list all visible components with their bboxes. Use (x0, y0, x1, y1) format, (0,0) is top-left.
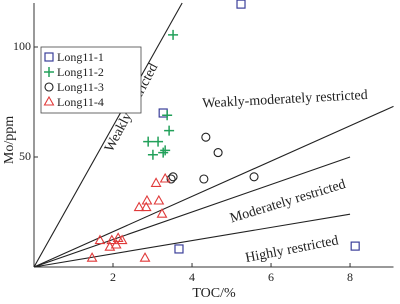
point (133, 201, 145, 212)
point (86, 252, 98, 262)
boundary-line (33, 105, 394, 268)
point (159, 172, 171, 183)
point (350, 241, 360, 251)
point (153, 136, 164, 147)
point (141, 194, 153, 205)
legend-label: Long11-4 (57, 95, 104, 109)
y-tick-label: 50 (19, 149, 31, 163)
point (143, 136, 154, 147)
point (164, 125, 175, 136)
x-tick-label: 2 (110, 270, 116, 284)
legend-marker (43, 95, 55, 106)
legend-marker (44, 52, 54, 62)
point (168, 172, 178, 182)
point (110, 238, 122, 249)
legend-marker (44, 82, 54, 92)
y-tick-label: 100 (13, 39, 31, 53)
x-tick-label: 6 (268, 270, 274, 284)
region-label: Weakly-moderately restricted (202, 88, 368, 112)
point (213, 148, 223, 158)
x-tick-label: 4 (189, 270, 195, 284)
point (160, 145, 171, 156)
point (166, 174, 176, 184)
legend-label: Long11-2 (57, 65, 104, 79)
point (162, 110, 173, 121)
point (174, 244, 184, 254)
legend-box (40, 46, 142, 114)
boundary-line (33, 213, 351, 268)
point (199, 174, 209, 184)
point (153, 194, 165, 205)
y-axis-label: Mo/ppm (2, 116, 17, 164)
point (104, 241, 116, 251)
point (168, 29, 179, 40)
point (158, 147, 169, 158)
point (150, 177, 162, 187)
point (156, 208, 168, 218)
region-label: Highly restricted (244, 233, 340, 266)
point (112, 232, 124, 242)
x-tick-label: 8 (347, 270, 353, 284)
boundary-line (33, 2, 183, 268)
point (201, 132, 211, 142)
point (249, 172, 259, 182)
point (94, 234, 106, 245)
x-axis-label: TOC/% (192, 286, 236, 301)
point (140, 201, 152, 212)
region-label: Moderately restricted (228, 177, 347, 226)
legend-label: Long11-3 (57, 80, 104, 94)
legend-label: Long11-1 (57, 50, 104, 64)
point (236, 0, 246, 9)
boundary-line (33, 156, 351, 268)
point (139, 252, 151, 262)
legend-marker (44, 67, 54, 77)
point (147, 149, 158, 160)
point (116, 234, 128, 245)
